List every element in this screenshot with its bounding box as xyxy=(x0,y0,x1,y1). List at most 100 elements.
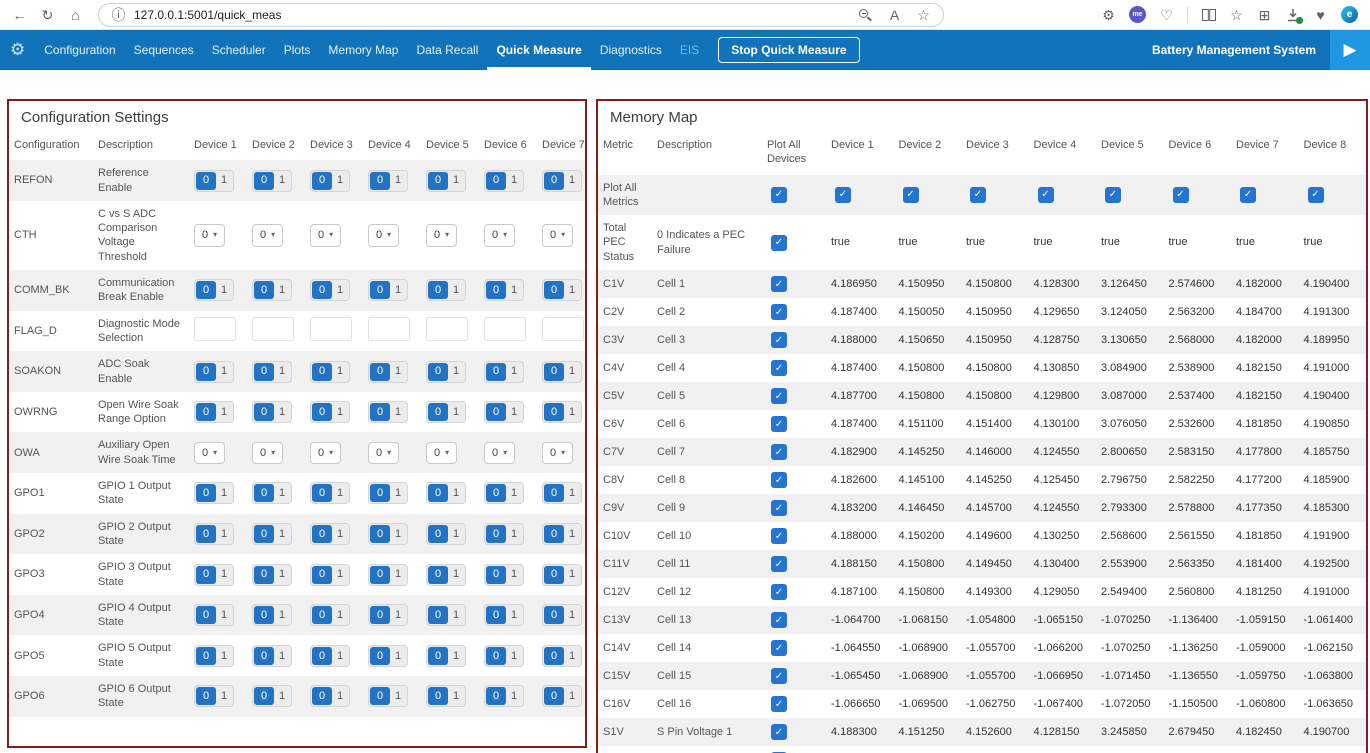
toggle-option-1[interactable]: 1 xyxy=(568,365,576,378)
plot-checkbox[interactable]: ✓ xyxy=(771,360,787,377)
toggle-option-1[interactable]: 1 xyxy=(278,487,286,500)
nav-item-memory-map[interactable]: Memory Map xyxy=(328,43,399,57)
toggle-option-0[interactable]: 0 xyxy=(428,687,448,706)
plot-checkbox[interactable]: ✓ xyxy=(771,304,787,321)
read-aloud-icon[interactable]: A xyxy=(889,6,900,23)
toggle-option-0[interactable]: 0 xyxy=(196,362,216,381)
toggle-option-0[interactable]: 0 xyxy=(312,687,332,706)
device-input[interactable] xyxy=(252,316,294,341)
toggle-option-1[interactable]: 1 xyxy=(278,284,286,297)
toggle-option-0[interactable]: 0 xyxy=(312,281,332,300)
toggle-option-1[interactable]: 1 xyxy=(336,690,344,703)
toggle-option-0[interactable]: 0 xyxy=(254,565,274,584)
plot-checkbox[interactable]: ✓ xyxy=(771,388,787,405)
toggle-option-1[interactable]: 1 xyxy=(394,690,402,703)
toggle-option-0[interactable]: 0 xyxy=(312,171,332,190)
nav-item-sequences[interactable]: Sequences xyxy=(133,43,194,57)
device-select[interactable]: 0 ▾ xyxy=(426,224,458,247)
toggle-option-1[interactable]: 1 xyxy=(394,649,402,662)
toggle-option-1[interactable]: 1 xyxy=(510,487,518,500)
url-text[interactable]: 127.0.0.1:5001/quick_meas xyxy=(134,7,282,22)
toggle-option-0[interactable]: 0 xyxy=(370,565,390,584)
profile-me-icon[interactable]: me xyxy=(1129,6,1146,23)
device-select[interactable]: 0 ▾ xyxy=(310,224,342,247)
toggle-option-0[interactable]: 0 xyxy=(196,565,216,584)
toggle-option-1[interactable]: 1 xyxy=(510,406,518,418)
toggle-option-0[interactable]: 0 xyxy=(428,565,448,584)
browser-essentials-icon[interactable]: ♥ xyxy=(1316,6,1325,23)
favorite-star-icon[interactable]: ☆ xyxy=(917,6,930,23)
toggle-option-0[interactable]: 0 xyxy=(428,484,448,503)
run-play-button[interactable]: ▶ xyxy=(1330,30,1370,70)
nav-item-quick-measure[interactable]: Quick Measure xyxy=(487,30,590,70)
toggle-option-0[interactable]: 0 xyxy=(370,403,390,422)
device-checkbox[interactable]: ✓ xyxy=(970,186,986,203)
page-info-icon[interactable]: ⓘ xyxy=(111,6,126,23)
toggle-option-1[interactable]: 1 xyxy=(394,284,402,297)
toggle-option-1[interactable]: 1 xyxy=(278,568,286,581)
toggle-option-0[interactable]: 0 xyxy=(544,524,564,543)
toggle-option-1[interactable]: 1 xyxy=(336,608,344,621)
toggle-option-0[interactable]: 0 xyxy=(544,362,564,381)
toggle-option-0[interactable]: 0 xyxy=(486,403,506,422)
toggle-option-1[interactable]: 1 xyxy=(336,406,344,418)
plot-checkbox[interactable]: ✓ xyxy=(771,500,787,517)
toggle-option-0[interactable]: 0 xyxy=(370,646,390,665)
toggle-option-0[interactable]: 0 xyxy=(312,565,332,584)
toggle-option-1[interactable]: 1 xyxy=(336,568,344,581)
toggle-option-0[interactable]: 0 xyxy=(544,484,564,503)
toggle-option-0[interactable]: 0 xyxy=(544,687,564,706)
toggle-option-0[interactable]: 0 xyxy=(254,403,274,422)
device-input[interactable] xyxy=(368,316,410,341)
nav-item-plots[interactable]: Plots xyxy=(283,43,311,57)
plot-checkbox[interactable]: ✓ xyxy=(771,668,787,685)
favorites-bar-icon[interactable]: ☆ xyxy=(1230,6,1243,23)
toggle-option-1[interactable]: 1 xyxy=(452,608,460,621)
toggle-option-0[interactable]: 0 xyxy=(544,171,564,190)
toggle-option-0[interactable]: 0 xyxy=(312,362,332,381)
device-input[interactable] xyxy=(426,316,468,341)
toggle-option-1[interactable]: 1 xyxy=(336,649,344,662)
toggle-option-1[interactable]: 1 xyxy=(452,487,460,500)
toggle-option-1[interactable]: 1 xyxy=(510,608,518,621)
toggle-option-1[interactable]: 1 xyxy=(336,174,344,187)
toggle-option-0[interactable]: 0 xyxy=(254,606,274,625)
toggle-option-0[interactable]: 0 xyxy=(196,403,216,422)
toggle-option-0[interactable]: 0 xyxy=(428,646,448,665)
toggle-option-1[interactable]: 1 xyxy=(394,527,402,540)
device-select[interactable]: 0 ▾ xyxy=(484,441,516,464)
toggle-option-0[interactable]: 0 xyxy=(370,524,390,543)
toggle-option-0[interactable]: 0 xyxy=(370,362,390,381)
toggle-option-1[interactable]: 1 xyxy=(568,568,576,581)
nav-item-data-recall[interactable]: Data Recall xyxy=(416,43,479,57)
toggle-option-0[interactable]: 0 xyxy=(544,565,564,584)
toggle-option-0[interactable]: 0 xyxy=(254,687,274,706)
home-icon[interactable]: ⌂ xyxy=(71,6,80,23)
split-screen-icon[interactable] xyxy=(1201,8,1216,21)
device-input[interactable] xyxy=(542,316,584,341)
